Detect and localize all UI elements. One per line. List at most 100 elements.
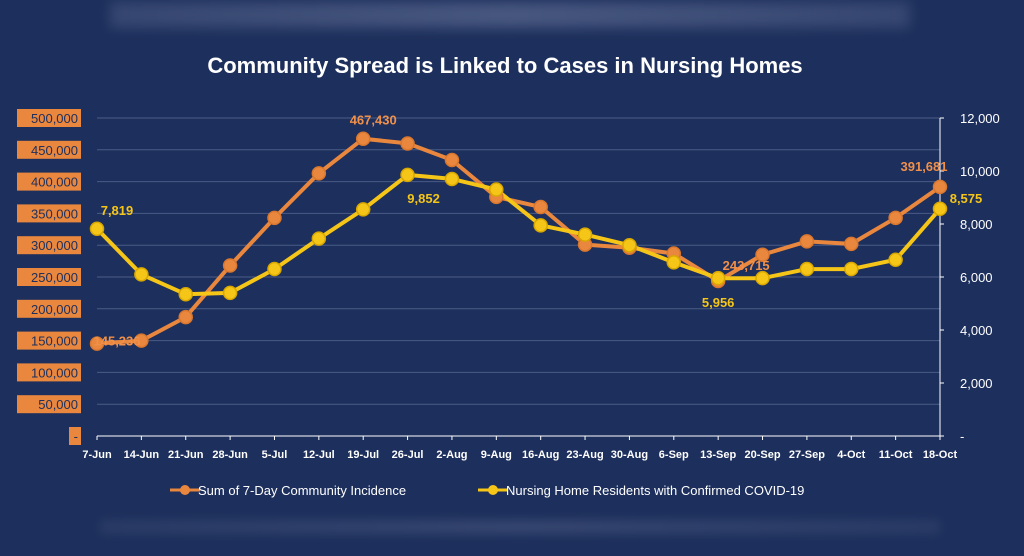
y-left-tick-label: 200,000 [31, 302, 78, 317]
data-point [178, 286, 193, 302]
data-label: 9,852 [407, 191, 440, 206]
y-left-tick-box [17, 236, 81, 255]
data-point [400, 167, 415, 183]
y-right-tick-label: 8,000 [960, 217, 993, 232]
data-point [222, 285, 238, 301]
data-point [444, 171, 460, 187]
data-point [533, 199, 548, 215]
data-point [888, 252, 903, 268]
y-left-tick-label: 400,000 [31, 175, 78, 190]
x-tick-label: 14-Jun [124, 449, 160, 461]
data-point [267, 261, 282, 277]
data-label: 7,819 [101, 203, 134, 218]
data-point [444, 152, 460, 168]
y-left-tick-box [17, 140, 81, 159]
y-left-tick-label: 450,000 [31, 143, 78, 158]
data-point [577, 227, 593, 242]
y-left-tick-label: - [74, 429, 78, 444]
x-tick-label: 7-Jun [82, 449, 112, 461]
legend-marker-1 [488, 485, 498, 495]
x-tick-label: 30-Aug [611, 449, 648, 461]
data-point [89, 336, 105, 351]
data-label: 145,236 [94, 334, 141, 349]
y-left-tick-box [17, 204, 81, 223]
y-left-tick-label: 500,000 [31, 111, 78, 126]
data-point [844, 261, 859, 277]
y-left-tick-box [17, 331, 81, 350]
y-right-tick-label: 6,000 [960, 270, 993, 285]
data-point [622, 237, 637, 253]
y-left-tick-box [17, 395, 81, 414]
data-point [89, 221, 105, 237]
x-tick-label: 6-Sep [659, 449, 689, 461]
x-tick-label: 13-Sep [700, 449, 736, 461]
y-right-tick-label: 2,000 [960, 376, 993, 391]
y-left-tick-box [69, 427, 81, 445]
data-point [134, 333, 149, 348]
legend-marker-0 [180, 485, 190, 495]
chart-title: Community Spread is Linked to Cases in N… [207, 53, 802, 78]
blurred-footer [100, 520, 940, 534]
data-point [799, 234, 815, 249]
legend: Sum of 7-Day Community Incidence Nursing … [170, 483, 804, 498]
y-left-tick-label: 300,000 [31, 238, 78, 253]
data-point [355, 202, 371, 217]
data-label: 243,715 [723, 258, 770, 273]
data-point [355, 131, 371, 146]
y-left-tick-label: 50,000 [38, 397, 78, 412]
x-tick-label: 23-Aug [566, 449, 603, 461]
data-point [400, 136, 415, 151]
data-point [134, 267, 149, 282]
y-right-tick-label: 10,000 [960, 164, 1000, 179]
x-tick-label: 21-Jun [168, 449, 204, 461]
series-line-0 [96, 136, 942, 346]
data-point [222, 258, 238, 273]
y-left-tick-box [17, 299, 81, 318]
data-point [844, 236, 859, 252]
x-tick-label: 9-Aug [481, 449, 512, 461]
y-left-tick-box [17, 172, 81, 191]
x-tick-label: 16-Aug [522, 449, 559, 461]
x-tick-label: 26-Jul [392, 449, 424, 461]
y-left-tick-box [17, 109, 81, 127]
data-point [932, 201, 948, 217]
x-tick-label: 27-Sep [789, 449, 825, 461]
data-point [755, 247, 770, 262]
series-lines [95, 136, 942, 346]
data-point [533, 218, 548, 233]
grid-lines [97, 117, 940, 405]
data-point [888, 210, 903, 226]
x-tick-label: 28-Jun [212, 449, 248, 461]
y-right-tick-label: 4,000 [960, 323, 993, 338]
x-tick-label: 12-Jul [303, 449, 335, 461]
data-point [932, 179, 948, 195]
x-tick-label: 4-Oct [837, 449, 865, 461]
x-tick-label: 20-Sep [744, 449, 780, 461]
series-points [89, 131, 948, 351]
data-point [311, 166, 327, 181]
data-point [489, 182, 504, 197]
data-labels: 145,236 467,430 243,715 391,681 7,819 9,852 5,… [94, 113, 983, 349]
y-left-tick-label: 250,000 [31, 270, 78, 285]
series-line-1 [95, 172, 942, 297]
data-point [755, 270, 770, 286]
legend-label-1: Nursing Home Residents with Confirmed CO… [506, 483, 804, 498]
x-tick-label: 19-Jul [347, 449, 379, 461]
legend-label-0: Sum of 7-Day Community Incidence [198, 483, 406, 498]
data-label: 8,575 [950, 191, 983, 206]
data-point [710, 270, 726, 286]
blurred-header [110, 2, 910, 28]
data-point [666, 255, 682, 270]
x-tick-label: 5-Jul [262, 449, 288, 461]
data-label: 391,681 [901, 159, 948, 174]
data-point [267, 210, 282, 226]
data-label: 5,956 [702, 295, 735, 310]
data-point [178, 309, 193, 325]
y-left-tick-box [17, 363, 81, 382]
y-right-tick-label: 12,000 [960, 111, 1000, 126]
axes: - 50,000 100,000 150,000 200,000 250,000 300,0… [17, 109, 1000, 461]
data-point [311, 231, 327, 246]
data-point [799, 261, 815, 277]
y-left-tick-label: 350,000 [31, 206, 78, 221]
